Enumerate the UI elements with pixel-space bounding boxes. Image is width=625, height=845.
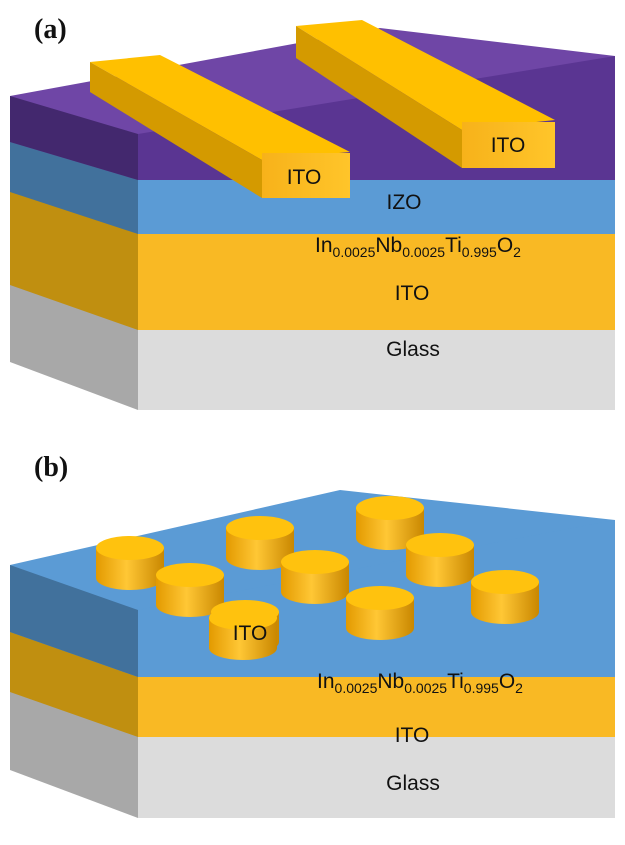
ito-dot-top bbox=[356, 496, 424, 520]
panel-b-ito-side bbox=[10, 630, 138, 737]
panel-a-glass-front bbox=[138, 328, 615, 410]
ito-dot-cylinder bbox=[156, 563, 224, 617]
panel-a-strip-2-side bbox=[296, 26, 462, 168]
panel-b-nto-side bbox=[10, 565, 138, 677]
panel-a-ito-layer bbox=[10, 190, 615, 330]
ito-dot-top bbox=[471, 570, 539, 594]
ito-dot-body bbox=[356, 508, 424, 550]
panel-b-glass-label: Glass bbox=[386, 772, 440, 795]
panel-a-strip-1-side bbox=[90, 62, 262, 198]
panel-a-ito-front bbox=[138, 232, 615, 330]
panel-b-ito-front bbox=[138, 675, 615, 737]
ito-dot-top bbox=[281, 550, 349, 574]
ito-dot-cylinder bbox=[96, 536, 164, 590]
ito-dot-top bbox=[96, 536, 164, 560]
ito-dot-top bbox=[406, 533, 474, 557]
ito-dot-cylinder bbox=[226, 516, 294, 570]
panel-b-glass-front bbox=[138, 735, 615, 818]
panel-a-ito-strip-1: ITO bbox=[90, 55, 350, 198]
panel-a-nto-side bbox=[10, 140, 138, 234]
ito-dot-cylinder bbox=[346, 586, 414, 640]
ito-dot-cylinder bbox=[209, 606, 277, 660]
panel-a-izo-label: IZO bbox=[387, 191, 422, 214]
ito-dot-cylinder bbox=[471, 570, 539, 624]
ito-dot-top bbox=[156, 563, 224, 587]
ito-dot-body bbox=[156, 575, 224, 617]
panel-a-ito-side bbox=[10, 190, 138, 330]
ito-dot-body bbox=[96, 548, 164, 590]
ito-dot-top bbox=[209, 606, 277, 630]
panel-b-ito-label: ITO bbox=[395, 724, 430, 747]
ito-dot-body bbox=[226, 528, 294, 570]
panel-b-ito-dots: ITO bbox=[96, 496, 539, 660]
ito-dot-body bbox=[346, 598, 414, 640]
ito-dot-cylinder bbox=[281, 550, 349, 604]
ito-dot-body bbox=[471, 582, 539, 624]
ito-dot-cylinder bbox=[406, 533, 474, 587]
panel-a-glass-label: Glass bbox=[386, 338, 440, 361]
panel-a-ito-strip-2: ITO bbox=[296, 20, 555, 168]
panel-b-ito-layer bbox=[10, 630, 615, 737]
panel-a-strip-1-label: ITO bbox=[287, 166, 322, 189]
ito-dot-top bbox=[346, 586, 414, 610]
panel-a-glass-side bbox=[10, 283, 138, 410]
panel-b-glass-side bbox=[10, 690, 138, 818]
panel-a-nto-label: In0.0025Nb0.0025Ti0.995O2 bbox=[315, 234, 521, 260]
panel-b-glass-layer bbox=[10, 690, 615, 818]
panel-b-label: (b) bbox=[34, 452, 68, 483]
panel-a-nto-front bbox=[138, 178, 615, 234]
panel-b: (b) ITO In0.0025Nb0.0025Ti0.995O2 ITO Gl… bbox=[10, 452, 615, 818]
panel-a: (a) ITO bbox=[10, 14, 615, 410]
panel-a-strip-2-top bbox=[296, 20, 555, 130]
panel-a-strip-2-end bbox=[462, 122, 555, 168]
ito-dot-top bbox=[226, 516, 294, 540]
ito-dot-body bbox=[281, 562, 349, 604]
ito-dot-cylinder bbox=[356, 496, 424, 550]
panel-b-dot-label: ITO bbox=[233, 622, 268, 645]
panel-a-ito-label: ITO bbox=[395, 282, 430, 305]
panel-a-strip-2-label: ITO bbox=[491, 134, 526, 157]
panel-a-glass-layer bbox=[10, 283, 615, 410]
ito-dot-body bbox=[406, 545, 474, 587]
panel-a-izo-side bbox=[10, 96, 138, 180]
panel-b-nto-label: In0.0025Nb0.0025Ti0.995O2 bbox=[317, 670, 523, 696]
panel-a-label: (a) bbox=[34, 14, 67, 45]
ito-dot-body bbox=[209, 618, 277, 660]
panel-a-strip-1-end bbox=[262, 153, 350, 198]
panel-a-strip-1-top bbox=[90, 55, 350, 160]
